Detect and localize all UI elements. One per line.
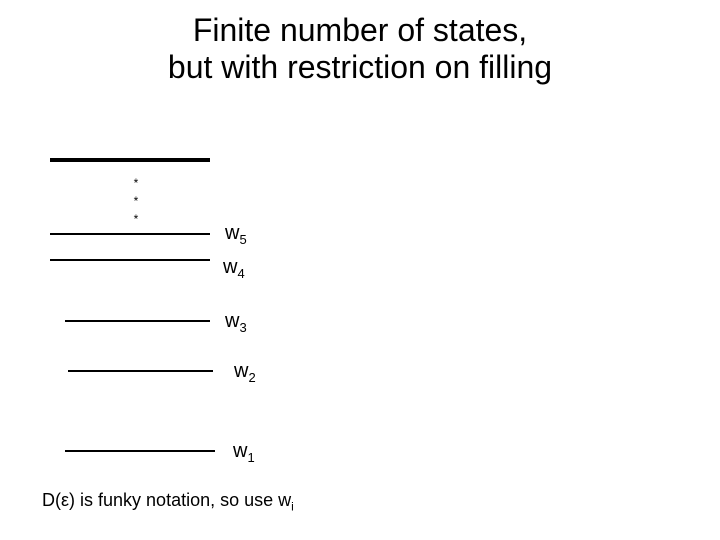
title-line-2: but with restriction on filling (168, 49, 552, 85)
level-label-w1: w1 (233, 440, 255, 465)
caption-mid: ) is funky notation, so use w (69, 490, 291, 510)
level-label-w3: w3 (225, 310, 247, 335)
level-label-w4: w4 (223, 256, 245, 281)
slide-title: Finite number of states, but with restri… (0, 12, 720, 86)
caption-epsilon: ε (61, 490, 69, 510)
title-line-1: Finite number of states, (193, 12, 527, 48)
energy-level-line (50, 233, 210, 235)
caption-text: D(ε) is funky notation, so use wi (42, 490, 294, 514)
level-label-w5: w5 (225, 222, 247, 247)
caption-sub: i (291, 500, 294, 514)
ellipsis-dot: * (126, 212, 146, 226)
caption-pre: D( (42, 490, 61, 510)
ellipsis-dot: * (126, 194, 146, 208)
level-label-w2: w2 (234, 360, 256, 385)
energy-level-line (65, 450, 215, 452)
ellipsis-dot: * (126, 176, 146, 190)
energy-level-line (50, 259, 210, 261)
energy-level-line (68, 370, 213, 372)
energy-level-line (50, 158, 210, 162)
energy-level-line (65, 320, 210, 322)
